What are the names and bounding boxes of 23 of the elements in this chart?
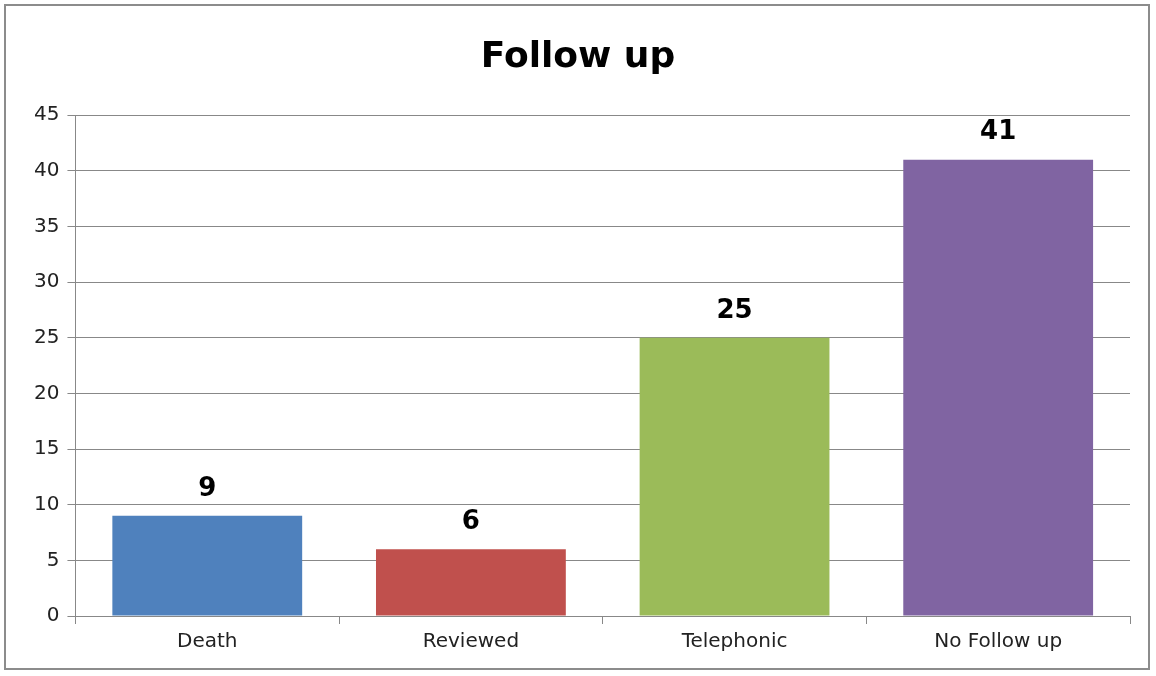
y-tick-label: 15 <box>34 435 60 460</box>
data-label: 6 <box>461 504 480 535</box>
y-tick-label: 30 <box>34 268 60 293</box>
y-tick-label: 10 <box>34 490 60 515</box>
data-label: 41 <box>980 115 1017 146</box>
data-label: 9 <box>198 471 217 502</box>
y-tick-label: 5 <box>46 546 60 571</box>
y-tick-label: 40 <box>34 157 60 182</box>
y-tick-label: 35 <box>34 212 60 237</box>
bar <box>376 549 566 616</box>
y-tick-label: 45 <box>34 101 60 126</box>
bar <box>112 515 303 616</box>
y-tick-label: 0 <box>46 602 60 627</box>
x-tick-label: Death <box>177 628 238 653</box>
y-tick-label: 25 <box>34 323 60 348</box>
y-tick-label: 20 <box>34 379 60 404</box>
bar <box>639 337 830 616</box>
chart-title: Follow up <box>480 33 676 75</box>
x-tick-label: Telephonic <box>680 628 788 653</box>
x-tick-label: No Follow up <box>934 628 1063 653</box>
bar <box>903 159 1094 616</box>
x-tick-label: Reviewed <box>422 628 520 653</box>
data-label: 25 <box>716 293 753 324</box>
